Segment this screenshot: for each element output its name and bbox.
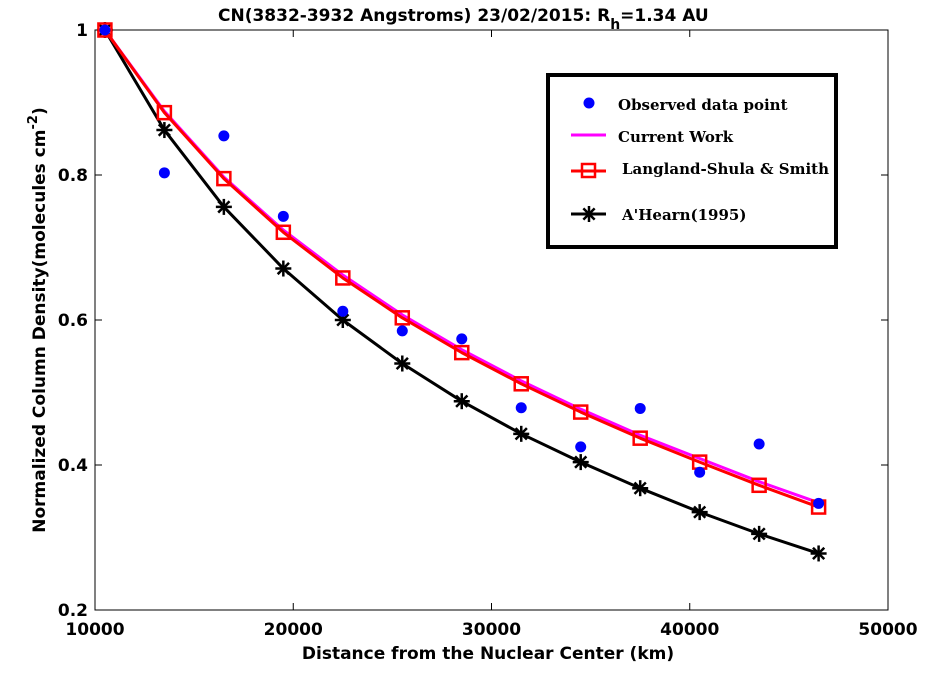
observed-point-3	[277, 210, 289, 222]
series-line-2	[103, 29, 820, 509]
x-tick-label-4: 50000	[858, 620, 917, 640]
langland-point-7	[513, 376, 529, 392]
y-tick-label-4: 1	[76, 21, 88, 41]
chart-title-main: CN(3832-3932 Angstroms) 23/02/2015: R	[218, 6, 610, 26]
observed-point-7	[515, 402, 527, 414]
chart-title-subscript: h	[610, 17, 620, 33]
observed-point-5	[396, 325, 408, 337]
observed-point-4	[337, 305, 349, 317]
series-2	[97, 22, 827, 515]
y-tick-labels: 0.2 0.4 0.6 0.8 1	[58, 21, 88, 621]
observed-point-9	[634, 402, 646, 414]
ahearn-point-1	[156, 122, 173, 139]
observed-point-6	[456, 333, 468, 345]
observed-point-8	[575, 441, 587, 453]
legend-ahearn-marker	[581, 206, 597, 222]
legend-langland-label: Langland-Shula & Smith	[622, 160, 829, 178]
x-axis-label: Distance from the Nuclear Center (km)	[302, 644, 674, 664]
y-tick-label-0: 0.2	[58, 601, 88, 621]
x-tick-label-0: 10000	[65, 620, 124, 640]
observed-point-2	[218, 130, 230, 142]
ahearn-point-8	[572, 454, 589, 471]
observed-point-12	[813, 497, 825, 509]
langland-point-3	[275, 224, 292, 241]
langland-point-8	[572, 404, 589, 420]
legend-observed-label: Observed data point	[618, 96, 788, 114]
legend-ahearn-asterisk	[581, 206, 597, 222]
x-tick-label-1: 20000	[264, 620, 323, 640]
y-axis-label-superscript: -2	[26, 115, 41, 129]
ahearn-point-7	[513, 425, 530, 442]
langland-point-11	[751, 477, 767, 494]
langland-point-4	[335, 270, 351, 286]
langland-point-5	[394, 310, 411, 326]
legend: Observed data point Current Work Langlan…	[546, 73, 838, 249]
y-tick-label-3: 0.8	[58, 166, 88, 186]
series-layer	[96, 22, 827, 562]
ahearn-point-3	[275, 260, 292, 277]
chart-title-tail: =1.34 AU	[620, 6, 709, 26]
y-tick-label-1: 0.4	[58, 456, 88, 476]
x-tick-labels: 10000 20000 30000 40000 50000	[65, 620, 917, 640]
y-axis-label-main: Normalized Column Density(molecules cm	[30, 129, 50, 532]
langland-point-9	[632, 430, 648, 446]
ahearn-point-12	[810, 545, 827, 562]
ahearn-point-6	[453, 393, 470, 410]
langland-point-6	[454, 344, 470, 361]
observed-point-11	[753, 438, 765, 450]
axis-ticks	[94, 29, 889, 611]
legend-langland-marker	[580, 162, 597, 179]
series-3	[96, 22, 827, 562]
legend-ahearn-label: A'Hearn(1995)	[621, 206, 746, 224]
langland-point-2	[216, 170, 232, 187]
observed-point-10	[694, 466, 706, 478]
series-0	[99, 24, 825, 509]
ahearn-point-2	[215, 198, 232, 215]
ahearn-point-5	[394, 355, 411, 372]
langland-point-0	[97, 22, 113, 38]
observed-point-1	[158, 167, 170, 179]
langland-point-1	[156, 104, 173, 121]
y-axis-label: Normalized Column Density(molecules cm-2…	[26, 107, 50, 532]
ahearn-point-9	[632, 480, 649, 497]
ahearn-point-10	[691, 504, 708, 521]
legend-current-work-label: Current Work	[618, 128, 734, 146]
legend-observed-marker	[583, 97, 595, 109]
y-tick-label-2: 0.6	[58, 311, 88, 331]
x-tick-label-3: 40000	[660, 620, 719, 640]
legend-box	[546, 73, 838, 249]
y-axis-label-tail: )	[30, 107, 50, 115]
chart-title: CN(3832-3932 Angstroms) 23/02/2015: Rh=1…	[218, 6, 709, 33]
ahearn-point-11	[751, 525, 768, 542]
x-tick-label-2: 30000	[462, 620, 521, 640]
observed-point-0	[99, 24, 111, 36]
